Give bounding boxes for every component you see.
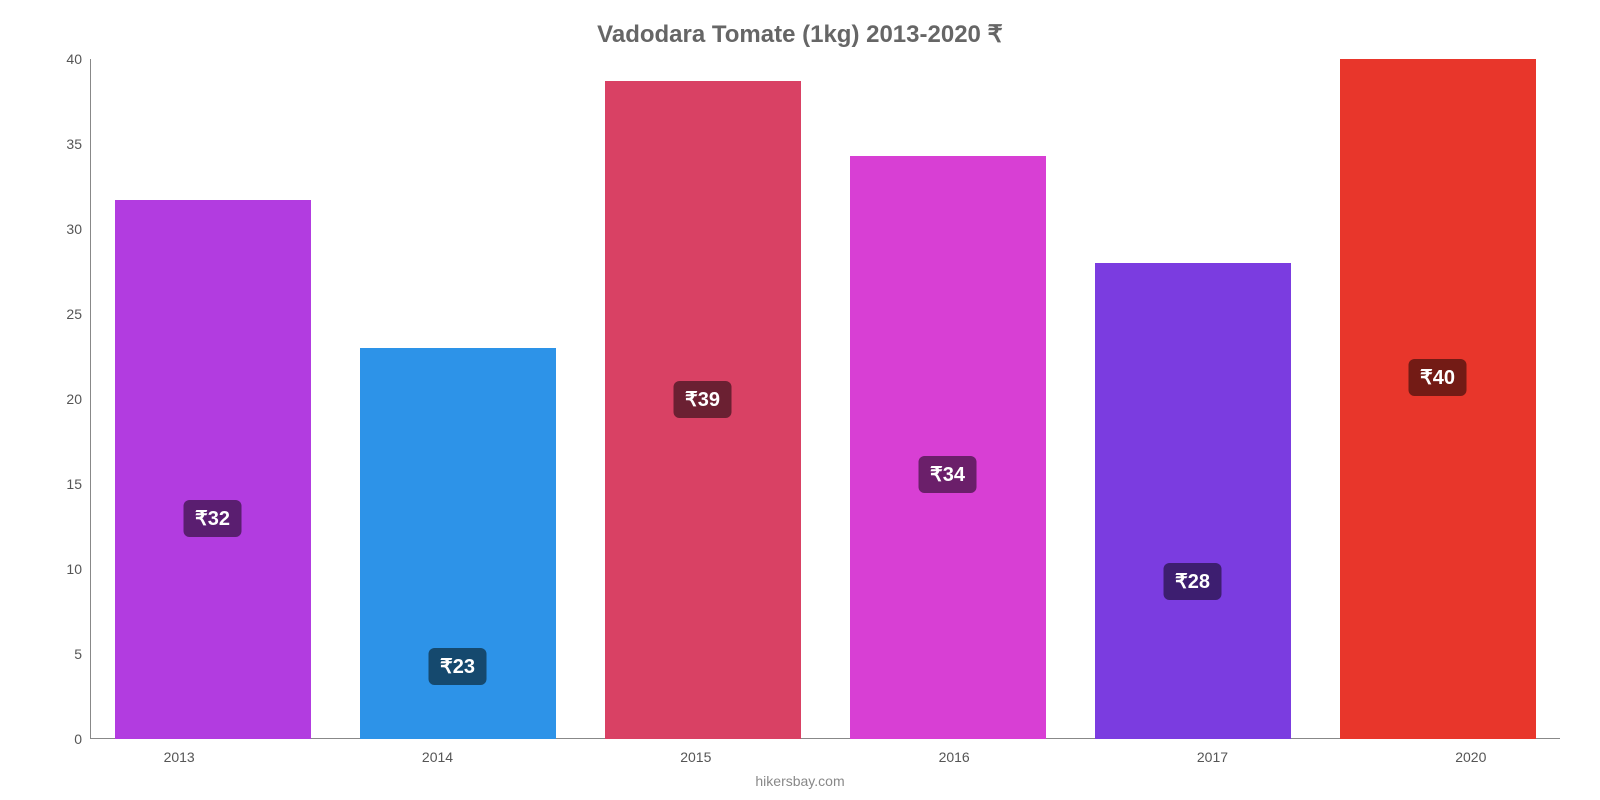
bar-value-label: ₹39 xyxy=(673,381,732,418)
bars-group: ₹32 ₹23 ₹39 ₹34 ₹28 ₹40 xyxy=(90,59,1560,739)
bar-value-label: ₹32 xyxy=(183,500,242,537)
bar: ₹32 xyxy=(115,200,311,739)
x-tick-label: 2017 xyxy=(1083,749,1341,765)
bar: ₹23 xyxy=(360,348,556,739)
y-tick-label: 35 xyxy=(66,136,82,152)
y-tick-label: 30 xyxy=(66,221,82,237)
y-tick-label: 25 xyxy=(66,306,82,322)
y-tick-label: 40 xyxy=(66,51,82,67)
bar-value-label: ₹23 xyxy=(428,648,487,685)
x-tick-label: 2016 xyxy=(825,749,1083,765)
bar-slot: ₹40 xyxy=(1315,59,1560,739)
bar: ₹40 xyxy=(1340,59,1536,739)
y-tick-label: 15 xyxy=(66,476,82,492)
y-tick-label: 20 xyxy=(66,391,82,407)
chart-container: Vadodara Tomate (1kg) 2013-2020 ₹ 0 5 10 15… xyxy=(0,0,1600,800)
bar-slot: ₹32 xyxy=(90,59,335,739)
chart-title: Vadodara Tomate (1kg) 2013-2020 ₹ xyxy=(40,20,1560,49)
bar-slot: ₹28 xyxy=(1070,59,1315,739)
bar-slot: ₹39 xyxy=(580,59,825,739)
bar-slot: ₹23 xyxy=(335,59,580,739)
bar: ₹39 xyxy=(605,81,801,739)
x-tick-label: 2015 xyxy=(567,749,825,765)
plot-area: 0510152025303540 ₹32₹23₹39₹34₹28₹40 xyxy=(40,59,1560,739)
y-tick-label: 5 xyxy=(74,646,82,662)
x-tick-label: 2014 xyxy=(308,749,566,765)
bar-slot: ₹34 xyxy=(825,59,1070,739)
x-axis: 201320142015201620172020 xyxy=(50,749,1600,765)
bar: ₹34 xyxy=(850,156,1046,739)
y-tick-label: 10 xyxy=(66,561,82,577)
y-tick-label: 0 xyxy=(74,731,82,747)
y-axis: 0510152025303540 xyxy=(40,59,90,739)
bar-value-label: ₹40 xyxy=(1408,359,1467,396)
bar-value-label: ₹28 xyxy=(1163,563,1222,600)
x-tick-label: 2013 xyxy=(50,749,308,765)
bar-value-label: ₹34 xyxy=(918,456,977,493)
x-tick-label: 2020 xyxy=(1342,749,1600,765)
bar: ₹28 xyxy=(1095,263,1291,739)
source-label: hikersbay.com xyxy=(40,773,1560,789)
